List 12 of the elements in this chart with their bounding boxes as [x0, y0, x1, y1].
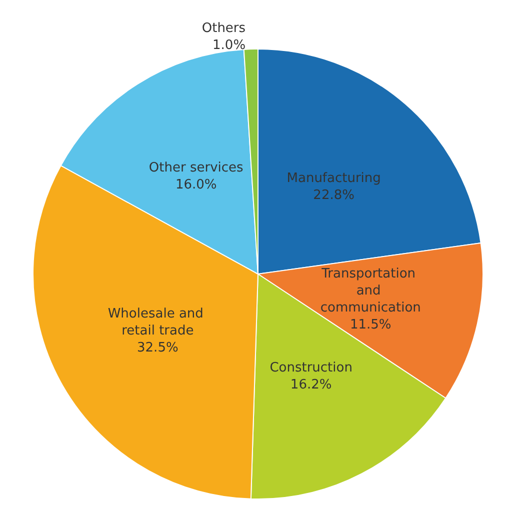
slice-label: Manufacturing: [286, 170, 381, 186]
data-label: 16.0%: [175, 177, 217, 192]
slice-label: Other services: [148, 160, 244, 176]
slice-label: Transportation and communication: [320, 266, 421, 316]
data-label: 16.2%: [290, 378, 332, 393]
data-label: 11.5%: [350, 318, 392, 333]
slice-label: Construction: [270, 360, 352, 376]
slice-label: Others: [202, 21, 246, 36]
data-label: 1.0%: [212, 38, 246, 54]
slice-label: Wholesale and retail trade: [108, 306, 208, 339]
data-label: 22.8%: [313, 188, 354, 203]
data-label: 32.5%: [137, 340, 178, 356]
